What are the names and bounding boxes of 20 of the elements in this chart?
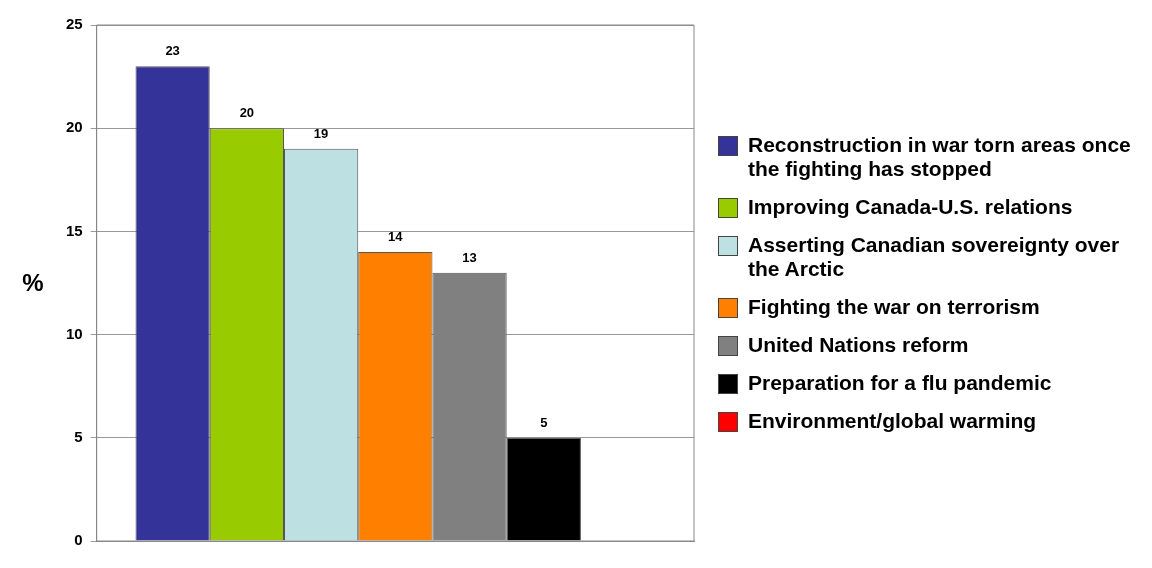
data-label: 14 bbox=[388, 229, 404, 245]
y-tick-label: 0 bbox=[74, 531, 83, 549]
y-tick-label: 10 bbox=[66, 324, 83, 342]
y-tick-label: 5 bbox=[74, 427, 83, 445]
y-tick-label: 15 bbox=[66, 221, 83, 239]
y-tick-label: 25 bbox=[66, 15, 83, 33]
y-axis-title: % bbox=[21, 268, 45, 298]
legend-label: Environment/global warming bbox=[748, 409, 1037, 433]
data-label: 23 bbox=[165, 43, 180, 59]
legend-label: Improving Canada-U.S. relations bbox=[748, 195, 1073, 219]
legend-label: United Nations reform bbox=[748, 333, 969, 357]
data-label: 13 bbox=[462, 249, 477, 265]
legend-label: Reconstruction in war torn areas once the fighting has stopped bbox=[748, 133, 1132, 181]
legend-label: Asserting Canadian sovereignty over the Arctic bbox=[748, 233, 1121, 281]
data-label: 19 bbox=[313, 125, 329, 141]
data-label: 20 bbox=[239, 105, 255, 121]
legend-label: Preparation for a flu pandemic bbox=[748, 371, 1052, 395]
y-tick-label: 20 bbox=[66, 118, 83, 136]
data-label: 5 bbox=[540, 414, 548, 430]
legend-label: Fighting the war on terrorism bbox=[748, 295, 1040, 319]
